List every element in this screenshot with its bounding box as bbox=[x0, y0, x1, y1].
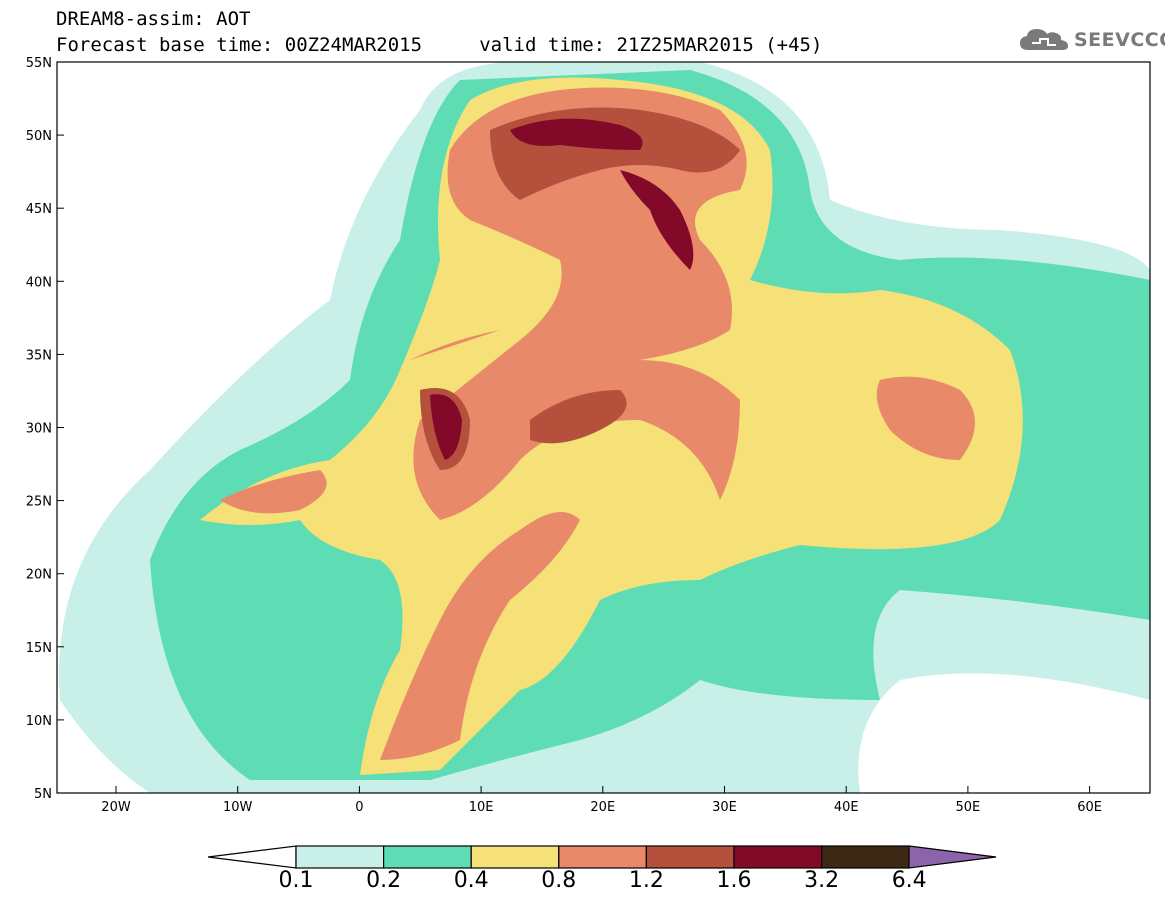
colorbar-segment bbox=[470, 845, 560, 869]
colorbar-under-arrow bbox=[207, 845, 297, 869]
aot-field bbox=[57, 62, 1150, 793]
colorbar-label: 0.1 bbox=[278, 868, 314, 893]
colorbar-segment bbox=[733, 845, 823, 869]
colorbar-segment bbox=[558, 845, 647, 869]
lat-tick-label: 30N bbox=[26, 422, 52, 437]
colorbar-segment bbox=[820, 845, 910, 869]
lon-tick-label: 30E bbox=[712, 800, 737, 815]
lat-tick-label: 40N bbox=[26, 275, 52, 290]
colorbar-segment bbox=[295, 845, 385, 869]
colorbar-label: 3.2 bbox=[804, 868, 840, 893]
forecast-time-line: Forecast base time: 00Z24MAR2015 valid t… bbox=[56, 34, 823, 56]
colorbar-segment bbox=[645, 845, 735, 869]
lon-tick-label: 40E bbox=[834, 800, 859, 815]
lat-tick-label: 25N bbox=[26, 495, 52, 510]
colorbar-segment bbox=[383, 845, 472, 869]
logo-text: SEEVCCC bbox=[1074, 29, 1165, 51]
lat-tick-label: 50N bbox=[26, 129, 52, 144]
lat-tick-label: 15N bbox=[26, 641, 52, 656]
chart-title: DREAM8-assim: AOT bbox=[56, 8, 251, 30]
lon-tick-label: 10W bbox=[223, 800, 253, 815]
colorbar-label: 6.4 bbox=[891, 868, 927, 893]
seevccc-logo: SEEVCCC bbox=[1018, 26, 1165, 54]
colorbar-label: 1.2 bbox=[628, 868, 664, 893]
colorbar bbox=[207, 845, 997, 869]
colorbar-label: 1.6 bbox=[716, 868, 752, 893]
lat-tick-label: 20N bbox=[26, 568, 52, 583]
cloud-icon bbox=[1020, 29, 1068, 50]
lat-tick-label: 10N bbox=[26, 714, 52, 729]
lon-tick-label: 60E bbox=[1077, 800, 1102, 815]
lat-tick-label: 45N bbox=[26, 202, 52, 217]
latitude-axis: 55N 50N 45N 40N 35N 30N 25N 20N 15N 10N 5N bbox=[26, 56, 64, 802]
colorbar-label: 0.2 bbox=[366, 868, 402, 893]
lon-tick-label: 20W bbox=[101, 800, 131, 815]
lat-tick-label: 55N bbox=[26, 56, 52, 71]
lon-tick-label: 20E bbox=[590, 800, 615, 815]
colorbar-label: 0.4 bbox=[453, 868, 489, 893]
longitude-axis: 20W 10W 0 10E 20E 30E 40E 50E 60E bbox=[101, 786, 1102, 815]
lon-tick-label: 50E bbox=[956, 800, 981, 815]
colorbar-label: 0.8 bbox=[541, 868, 577, 893]
lon-tick-label: 0 bbox=[355, 800, 363, 815]
lon-tick-label: 10E bbox=[469, 800, 494, 815]
colorbar-over-arrow bbox=[908, 845, 997, 869]
lat-tick-label: 5N bbox=[34, 787, 52, 802]
lat-tick-label: 35N bbox=[26, 348, 52, 363]
